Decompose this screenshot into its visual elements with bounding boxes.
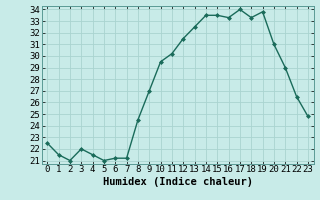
X-axis label: Humidex (Indice chaleur): Humidex (Indice chaleur) [103, 177, 252, 187]
